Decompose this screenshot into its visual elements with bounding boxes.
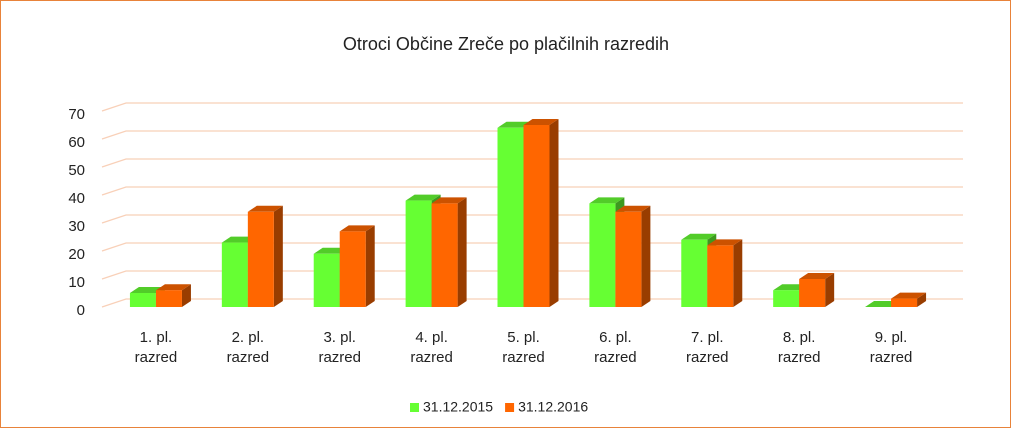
y-tick-label: 70	[68, 106, 85, 123]
x-tick-label: 9. pl. razred	[869, 329, 913, 366]
bar-face	[733, 239, 743, 307]
grid-line	[101, 130, 963, 140]
bar-face	[405, 194, 441, 201]
bar-face	[457, 197, 467, 307]
bar-face	[799, 273, 835, 279]
bar	[891, 292, 927, 307]
bar-face	[221, 242, 248, 307]
bar-face	[155, 290, 182, 307]
legend-swatch	[505, 403, 515, 412]
legend-label: 31.12.2015	[423, 399, 493, 415]
chart-title: Otroci Občine Zreče po plačilnih razredi…	[343, 34, 669, 54]
bar-face	[707, 245, 734, 307]
bar-face	[891, 292, 927, 299]
bar-face	[405, 200, 432, 307]
y-tick-label: 0	[77, 302, 85, 319]
y-tick-label: 20	[68, 246, 85, 263]
bar-face	[523, 125, 550, 307]
y-tick-label: 10	[68, 274, 85, 291]
bar-face	[431, 197, 467, 204]
legend-swatch	[410, 403, 419, 412]
bar-face	[523, 119, 559, 125]
bar-face	[707, 239, 743, 246]
x-tick-label: 4. pl. razred	[410, 329, 453, 366]
bar-face	[615, 205, 651, 212]
bar-face	[313, 253, 340, 307]
bar	[707, 239, 743, 307]
bar	[247, 205, 283, 307]
bar-face	[589, 203, 616, 307]
bar	[155, 284, 191, 307]
bar	[799, 273, 835, 307]
bar-face	[549, 119, 559, 307]
bar	[523, 119, 559, 307]
bar-face	[339, 225, 375, 232]
bar-face	[247, 205, 283, 212]
bar-face	[825, 273, 835, 307]
bar-face	[891, 298, 918, 307]
x-tick-label: 3. pl. razred	[318, 329, 361, 366]
bar-face	[273, 205, 283, 307]
y-tick-label: 30	[68, 218, 85, 235]
bar-face	[917, 292, 927, 307]
y-tick-label: 50	[68, 162, 85, 179]
bar	[615, 205, 651, 307]
x-tick-label: 7. pl. razred	[686, 329, 729, 366]
y-tick-label: 60	[68, 134, 85, 151]
bar-face	[681, 233, 717, 240]
bar-face	[497, 127, 524, 307]
bar-face	[681, 239, 708, 307]
bar-face	[129, 293, 156, 307]
bar-face	[339, 231, 366, 307]
x-tick-label: 1. pl. razred	[134, 329, 178, 366]
grid-line	[101, 158, 963, 168]
bar-face	[365, 225, 375, 307]
x-tick-label: 2. pl. razred	[226, 329, 270, 366]
legend-label: 31.12.2016	[518, 399, 588, 415]
y-tick-label: 40	[68, 190, 85, 207]
x-tick-label: 8. pl. razred	[777, 329, 821, 366]
bar-face	[181, 284, 191, 307]
x-tick-label: 5. pl. razred	[502, 329, 545, 366]
bar-face	[431, 203, 458, 307]
bar	[431, 197, 467, 307]
grid-line	[101, 102, 963, 112]
bar-face	[615, 211, 642, 307]
bar-face	[773, 290, 800, 307]
bar-face	[641, 205, 651, 307]
bar-face	[247, 211, 274, 307]
bar	[339, 225, 375, 307]
grid-line	[101, 186, 963, 196]
bar-face	[589, 197, 625, 204]
bar-face	[799, 279, 826, 307]
bar-face	[155, 284, 191, 291]
x-tick-label: 6. pl. razred	[594, 329, 637, 366]
grid-line	[101, 214, 963, 224]
